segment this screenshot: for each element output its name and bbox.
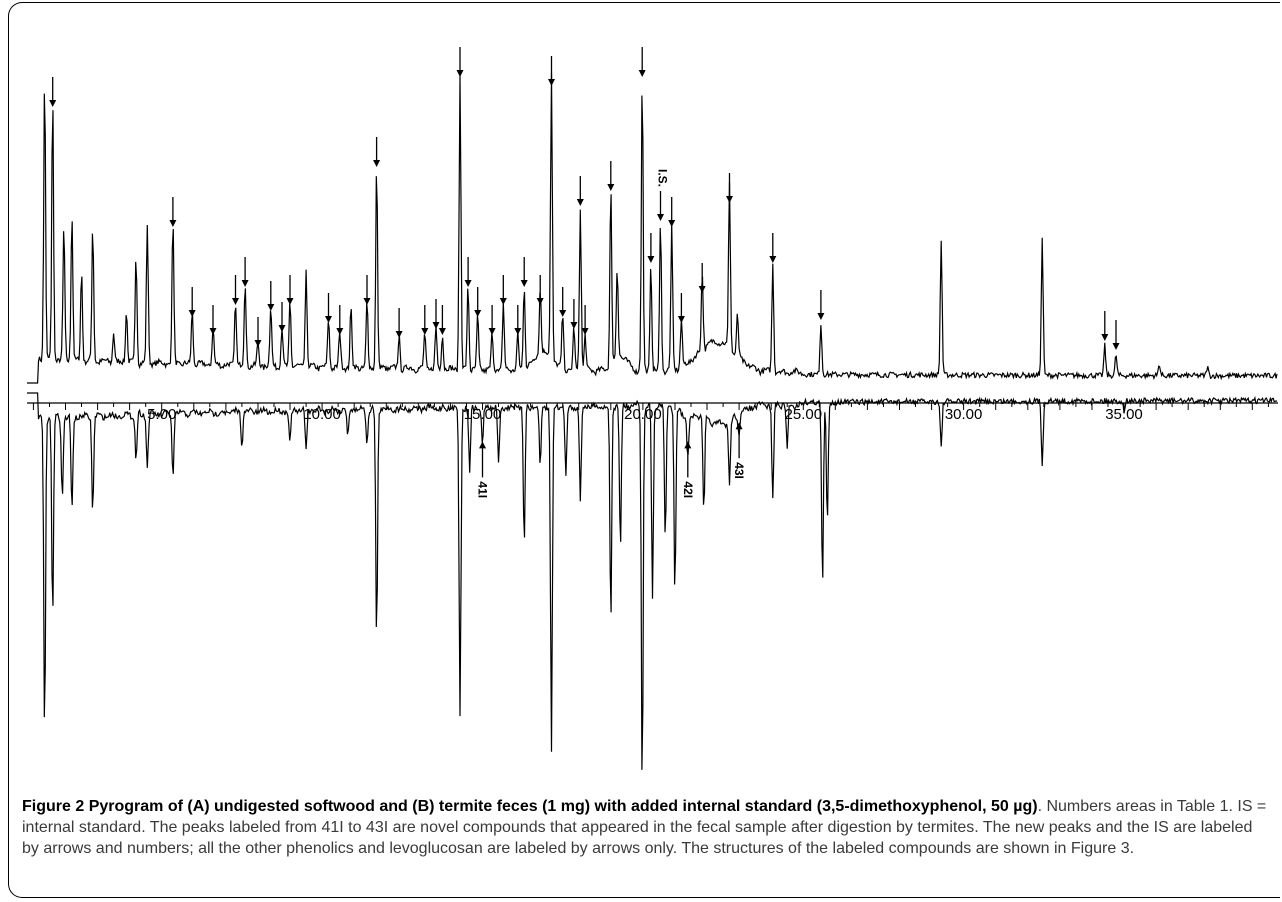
peak-arrow-head bbox=[726, 196, 733, 203]
peak-arrow-head bbox=[373, 160, 381, 167]
peak-arrow-head bbox=[499, 298, 507, 305]
peak-arrow-head bbox=[254, 340, 262, 347]
peak-arrow-head bbox=[607, 184, 615, 191]
peak-arrow-head bbox=[668, 220, 676, 227]
peak-arrow-head bbox=[769, 256, 777, 263]
trace-a-line bbox=[27, 73, 1278, 384]
novel-peak-label: 41I bbox=[476, 481, 490, 498]
peak-arrow-head bbox=[286, 298, 294, 305]
peak-arrow-head bbox=[657, 214, 664, 221]
peak-arrow-head bbox=[432, 322, 440, 329]
peak-arrow-head bbox=[169, 220, 177, 227]
peak-arrow-head bbox=[514, 328, 522, 335]
caption-title: Pyrogram of (A) undigested softwood and … bbox=[88, 798, 1038, 815]
peak-arrow-head bbox=[49, 100, 57, 107]
peak-arrow-head bbox=[267, 304, 275, 311]
caption-body: . Numbers areas in Table 1. IS = interna… bbox=[22, 798, 1267, 857]
peak-arrow-head bbox=[548, 79, 555, 86]
x-tick-label: 35.00 bbox=[1105, 406, 1143, 423]
x-tick-label: 20.00 bbox=[624, 406, 662, 423]
peak-arrow-head bbox=[576, 199, 584, 206]
trace-b-line bbox=[27, 392, 1278, 770]
x-tick-label: 5.00 bbox=[147, 406, 176, 423]
trace-a-group bbox=[27, 73, 1278, 384]
peak-arrow-head bbox=[1101, 334, 1109, 341]
peak-arrow-head bbox=[209, 328, 217, 335]
peak-arrow-head bbox=[638, 70, 646, 77]
peak-arrow-head bbox=[241, 280, 249, 287]
pyrogram-chart: 5.00 10.00 15.00 20.00 25.00 30.00 35.00 I.S. 4… bbox=[27, 47, 1278, 770]
peak-arrow-head bbox=[581, 328, 589, 335]
peak-labels: I.S. 41I 42I 43I bbox=[476, 169, 747, 498]
novel-peak-arrow-head bbox=[735, 422, 743, 430]
peak-arrow-head bbox=[464, 280, 472, 287]
peak-arrow-head bbox=[520, 280, 528, 287]
peak-label-is: I.S. bbox=[656, 169, 670, 187]
peak-arrow-head bbox=[647, 256, 655, 263]
novel-peak-arrow-head bbox=[684, 441, 692, 449]
novel-peak-label: 42I bbox=[681, 481, 695, 498]
peak-arrow-head bbox=[488, 328, 496, 335]
novel-peak-arrow-head bbox=[479, 441, 486, 449]
peak-arrow-head bbox=[232, 298, 239, 305]
peak-arrow-head bbox=[456, 70, 464, 77]
figure-caption: Figure 2 Pyrogram of (A) undigested soft… bbox=[22, 796, 1270, 859]
peak-arrow-head bbox=[698, 286, 706, 293]
trace-b-group bbox=[27, 392, 1278, 770]
peak-arrow-head bbox=[570, 322, 578, 329]
peak-arrow-head bbox=[363, 298, 371, 305]
peak-arrow-head bbox=[438, 328, 446, 335]
peak-arrow-head bbox=[536, 298, 544, 305]
x-tick-label: 30.00 bbox=[945, 406, 983, 423]
time-axis: 5.00 10.00 15.00 20.00 25.00 30.00 35.00 bbox=[27, 402, 1278, 423]
x-tick-label: 15.00 bbox=[464, 406, 502, 423]
peak-arrow-head bbox=[1112, 343, 1120, 350]
peak-arrow-head bbox=[677, 316, 685, 323]
peak-arrow-head bbox=[188, 310, 196, 317]
peak-arrow-head bbox=[336, 328, 344, 335]
x-tick-label: 10.00 bbox=[303, 406, 341, 423]
peak-arrow-head bbox=[817, 313, 825, 320]
peak-arrow-head bbox=[395, 331, 403, 338]
x-tick-label: 25.00 bbox=[785, 406, 823, 423]
peak-arrow-head bbox=[559, 310, 567, 317]
novel-peak-label: 43I bbox=[732, 462, 746, 479]
peak-arrow-head bbox=[474, 310, 482, 317]
peak-arrow-head bbox=[421, 328, 429, 335]
figure-label: Figure 2 bbox=[22, 798, 85, 815]
peak-arrow-head bbox=[278, 325, 286, 332]
figure-frame bbox=[8, 2, 1280, 898]
peak-arrows bbox=[49, 47, 1120, 478]
peak-arrow-head bbox=[325, 316, 332, 323]
